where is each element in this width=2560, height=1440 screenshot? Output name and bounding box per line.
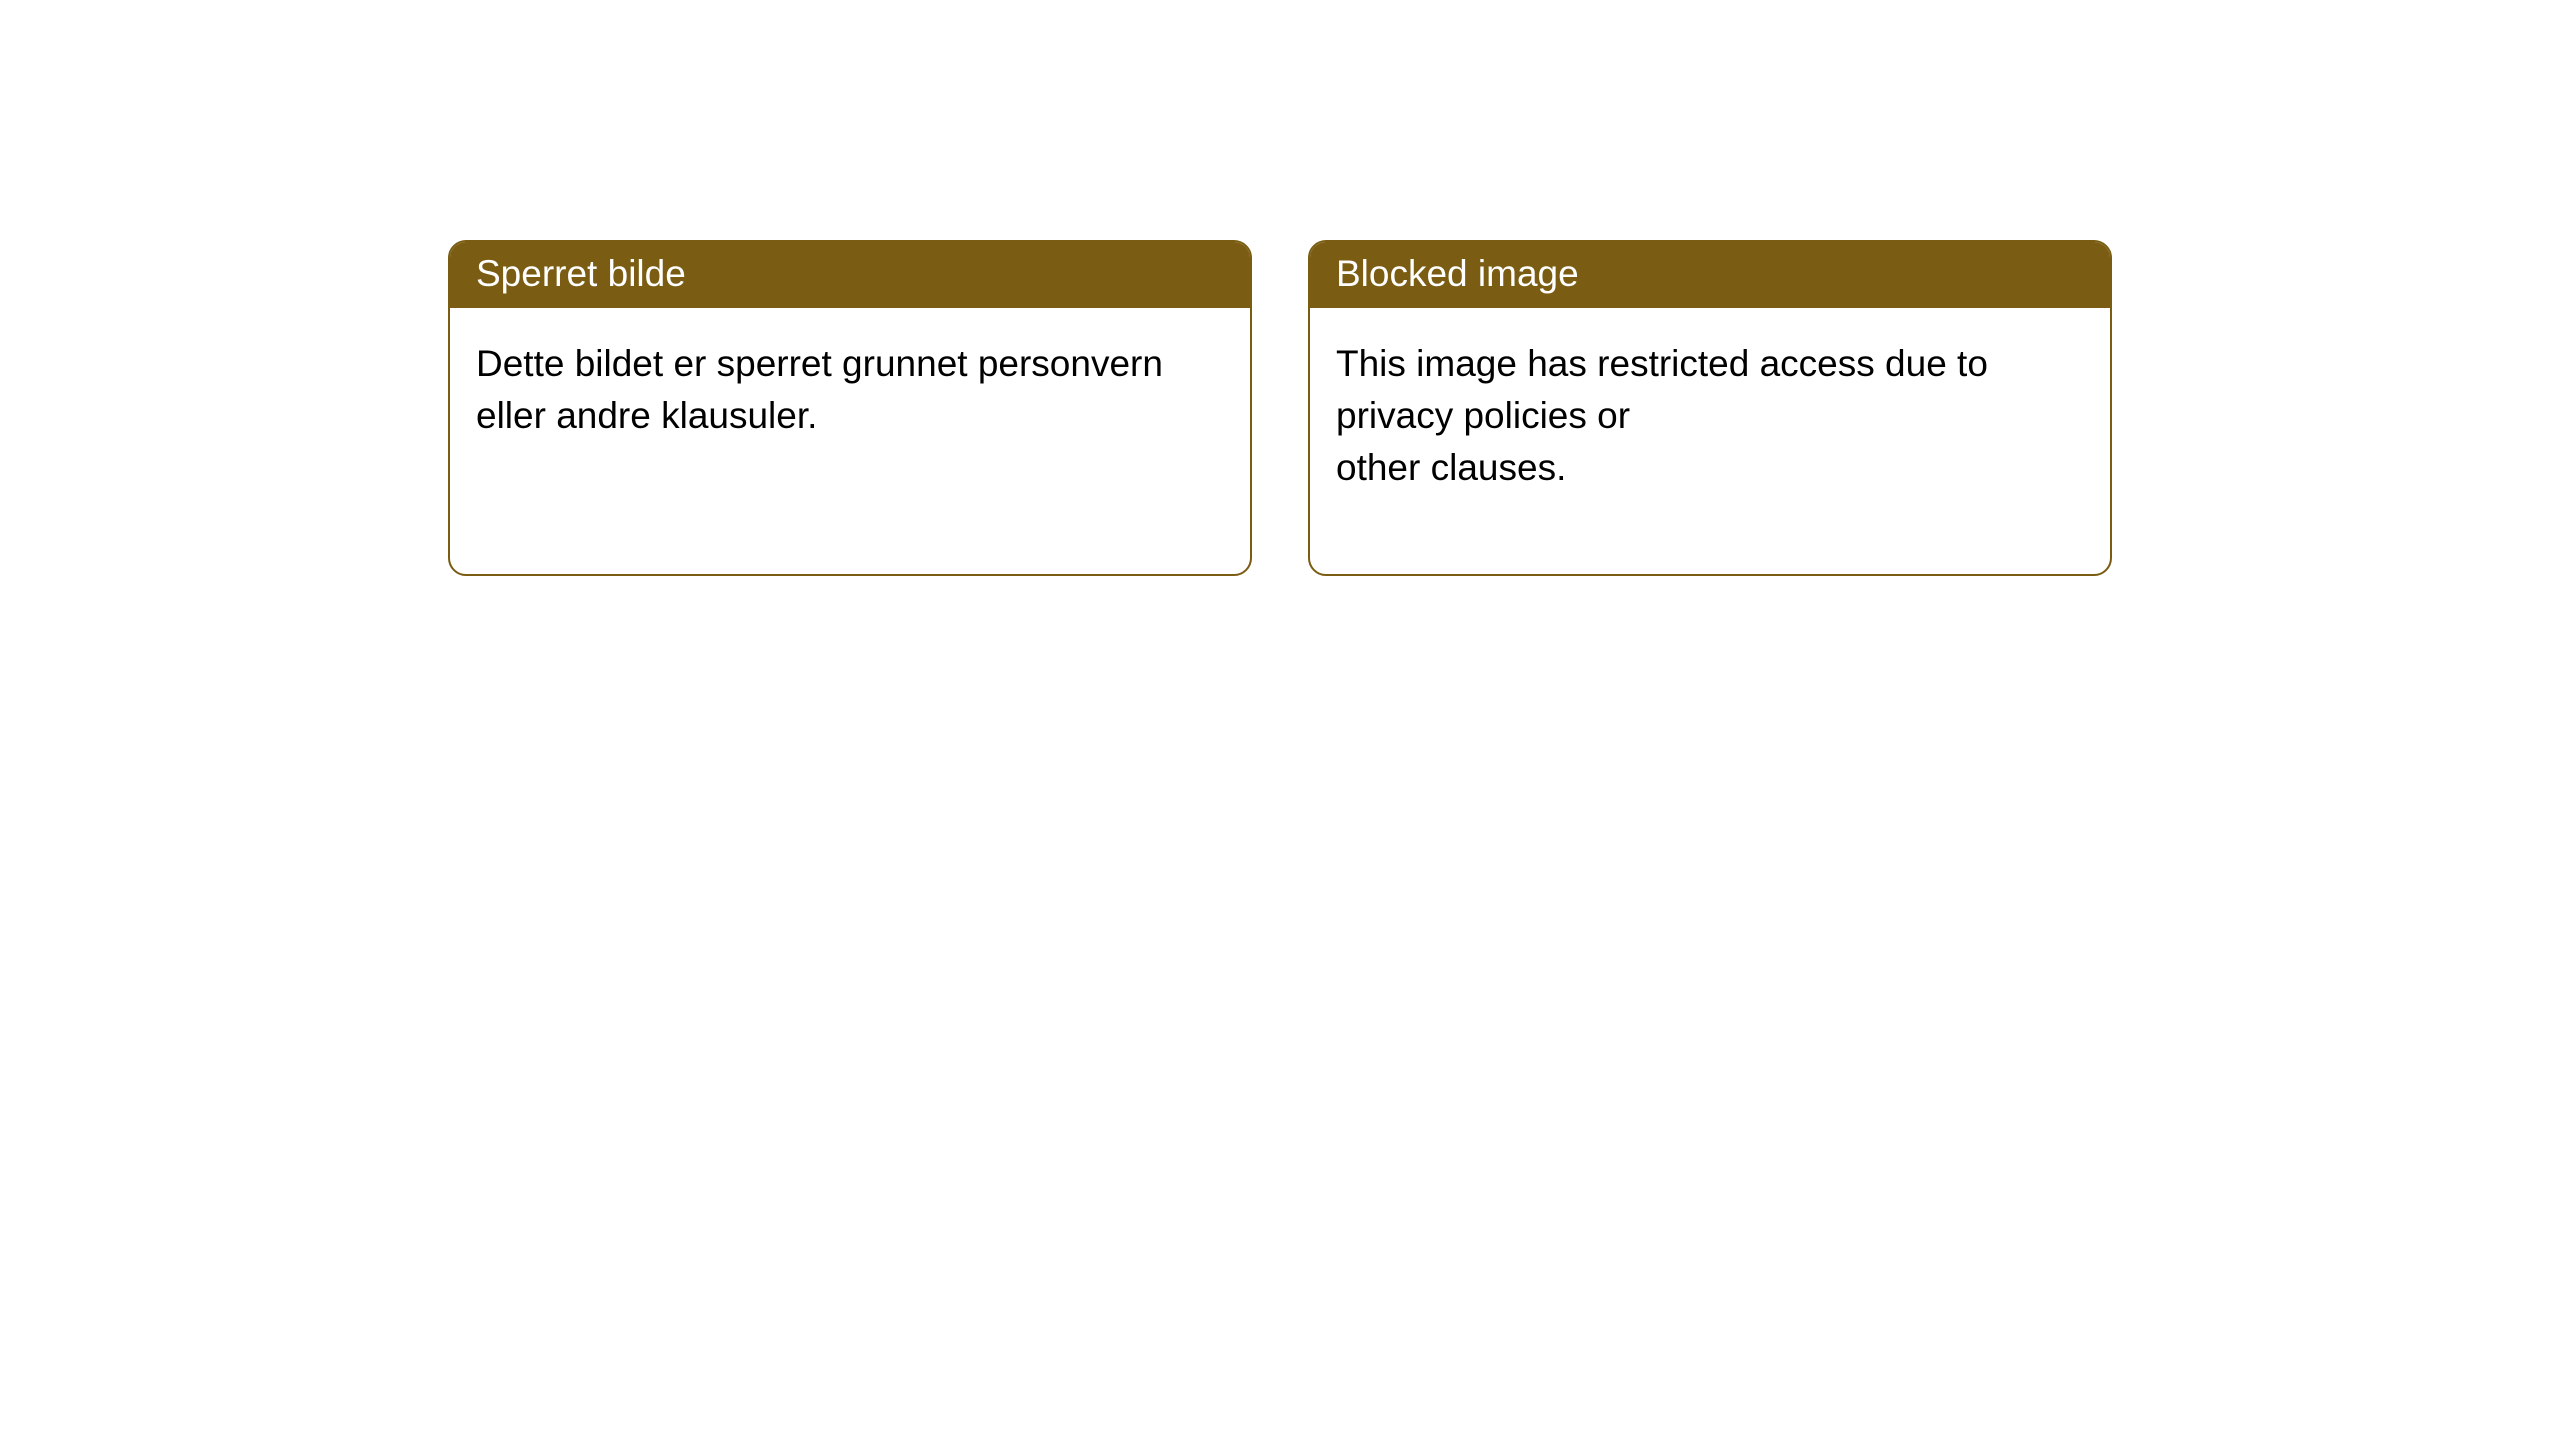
blocked-image-card-no: Sperret bilde Dette bildet er sperret gr… xyxy=(448,240,1252,576)
blocked-image-card-en: Blocked image This image has restricted … xyxy=(1308,240,2112,576)
card-header: Sperret bilde xyxy=(450,242,1250,308)
card-body: Dette bildet er sperret grunnet personve… xyxy=(450,308,1250,472)
card-header: Blocked image xyxy=(1310,242,2110,308)
notice-cards-container: Sperret bilde Dette bildet er sperret gr… xyxy=(448,240,2560,576)
card-body: This image has restricted access due to … xyxy=(1310,308,2110,523)
